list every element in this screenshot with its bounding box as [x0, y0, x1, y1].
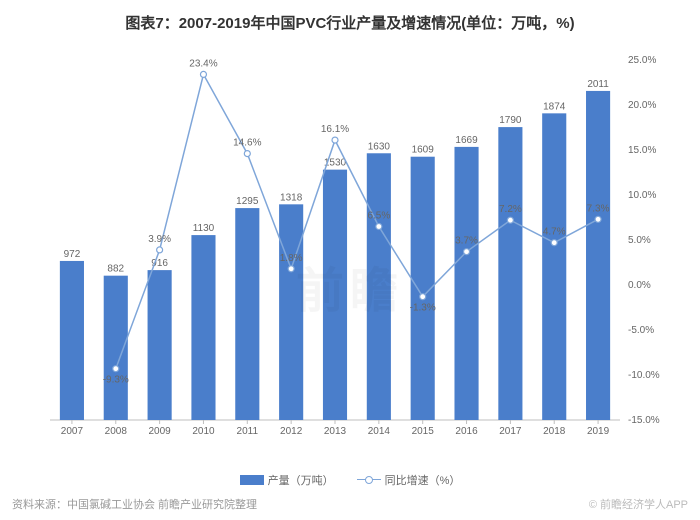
svg-text:15.0%: 15.0% — [628, 145, 656, 156]
legend-label-bar: 产量（万吨） — [268, 472, 334, 488]
chart-plot: -15.0% -10.0% -5.0% 0.0% 5.0% 10.0% 15.0% 20.0%… — [30, 50, 670, 450]
svg-text:2010: 2010 — [192, 426, 215, 437]
legend-marker — [365, 476, 373, 484]
svg-text:2018: 2018 — [543, 426, 566, 437]
legend-label-line: 同比增速（%） — [385, 472, 461, 488]
svg-text:2009: 2009 — [148, 426, 171, 437]
svg-text:7.2%: 7.2% — [499, 204, 522, 215]
svg-text:-10.0%: -10.0% — [628, 370, 660, 381]
legend-item-line: 同比增速（%） — [357, 472, 461, 488]
svg-text:972: 972 — [64, 249, 81, 260]
svg-text:-5.0%: -5.0% — [628, 325, 654, 336]
svg-text:2015: 2015 — [412, 426, 435, 437]
chart-title: 图表7：2007-2019年中国PVC行业产量及增速情况(单位：万吨，%) — [0, 0, 700, 33]
watermark-right: © 前瞻经济学人APP — [589, 496, 688, 512]
svg-text:2011: 2011 — [237, 426, 259, 437]
svg-text:6.5%: 6.5% — [367, 211, 390, 222]
svg-text:-1.3%: -1.3% — [410, 303, 436, 314]
svg-text:0.0%: 0.0% — [628, 280, 651, 291]
svg-text:2013: 2013 — [324, 426, 347, 437]
legend-swatch-bar — [240, 475, 264, 485]
legend-item-bar: 产量（万吨） — [240, 472, 334, 488]
svg-text:1669: 1669 — [455, 135, 478, 146]
svg-text:23.4%: 23.4% — [189, 58, 217, 69]
svg-text:882: 882 — [107, 264, 124, 275]
source-label: 资料来源：中国氯碱工业协会 前瞻产业研究院整理 — [12, 496, 257, 512]
svg-text:2011: 2011 — [587, 79, 609, 90]
svg-text:-15.0%: -15.0% — [628, 415, 660, 426]
svg-text:1318: 1318 — [280, 192, 303, 203]
svg-text:10.0%: 10.0% — [628, 190, 656, 201]
legend: 产量（万吨） 同比增速（%） — [0, 472, 700, 488]
svg-text:2017: 2017 — [499, 426, 522, 437]
svg-text:1609: 1609 — [412, 145, 435, 156]
svg-text:16.1%: 16.1% — [321, 124, 349, 135]
svg-text:25.0%: 25.0% — [628, 55, 656, 66]
svg-text:7.3%: 7.3% — [587, 203, 610, 214]
svg-text:2008: 2008 — [105, 426, 128, 437]
svg-text:2016: 2016 — [455, 426, 478, 437]
svg-text:1790: 1790 — [499, 115, 522, 126]
svg-text:2019: 2019 — [587, 426, 610, 437]
svg-text:3.9%: 3.9% — [148, 234, 171, 245]
svg-text:-9.3%: -9.3% — [103, 375, 129, 386]
svg-text:20.0%: 20.0% — [628, 100, 656, 111]
svg-text:1130: 1130 — [193, 223, 215, 234]
svg-text:5.0%: 5.0% — [628, 235, 651, 246]
svg-text:1.8%: 1.8% — [280, 253, 303, 264]
svg-text:2007: 2007 — [61, 426, 84, 437]
svg-text:3.7%: 3.7% — [455, 236, 478, 247]
svg-text:1295: 1295 — [236, 196, 259, 207]
legend-swatch-line — [357, 475, 381, 485]
svg-text:1874: 1874 — [543, 101, 566, 112]
svg-text:2012: 2012 — [280, 426, 303, 437]
svg-text:4.7%: 4.7% — [543, 227, 566, 238]
svg-text:14.6%: 14.6% — [233, 138, 261, 149]
svg-text:2014: 2014 — [368, 426, 391, 437]
svg-text:1630: 1630 — [368, 141, 391, 152]
